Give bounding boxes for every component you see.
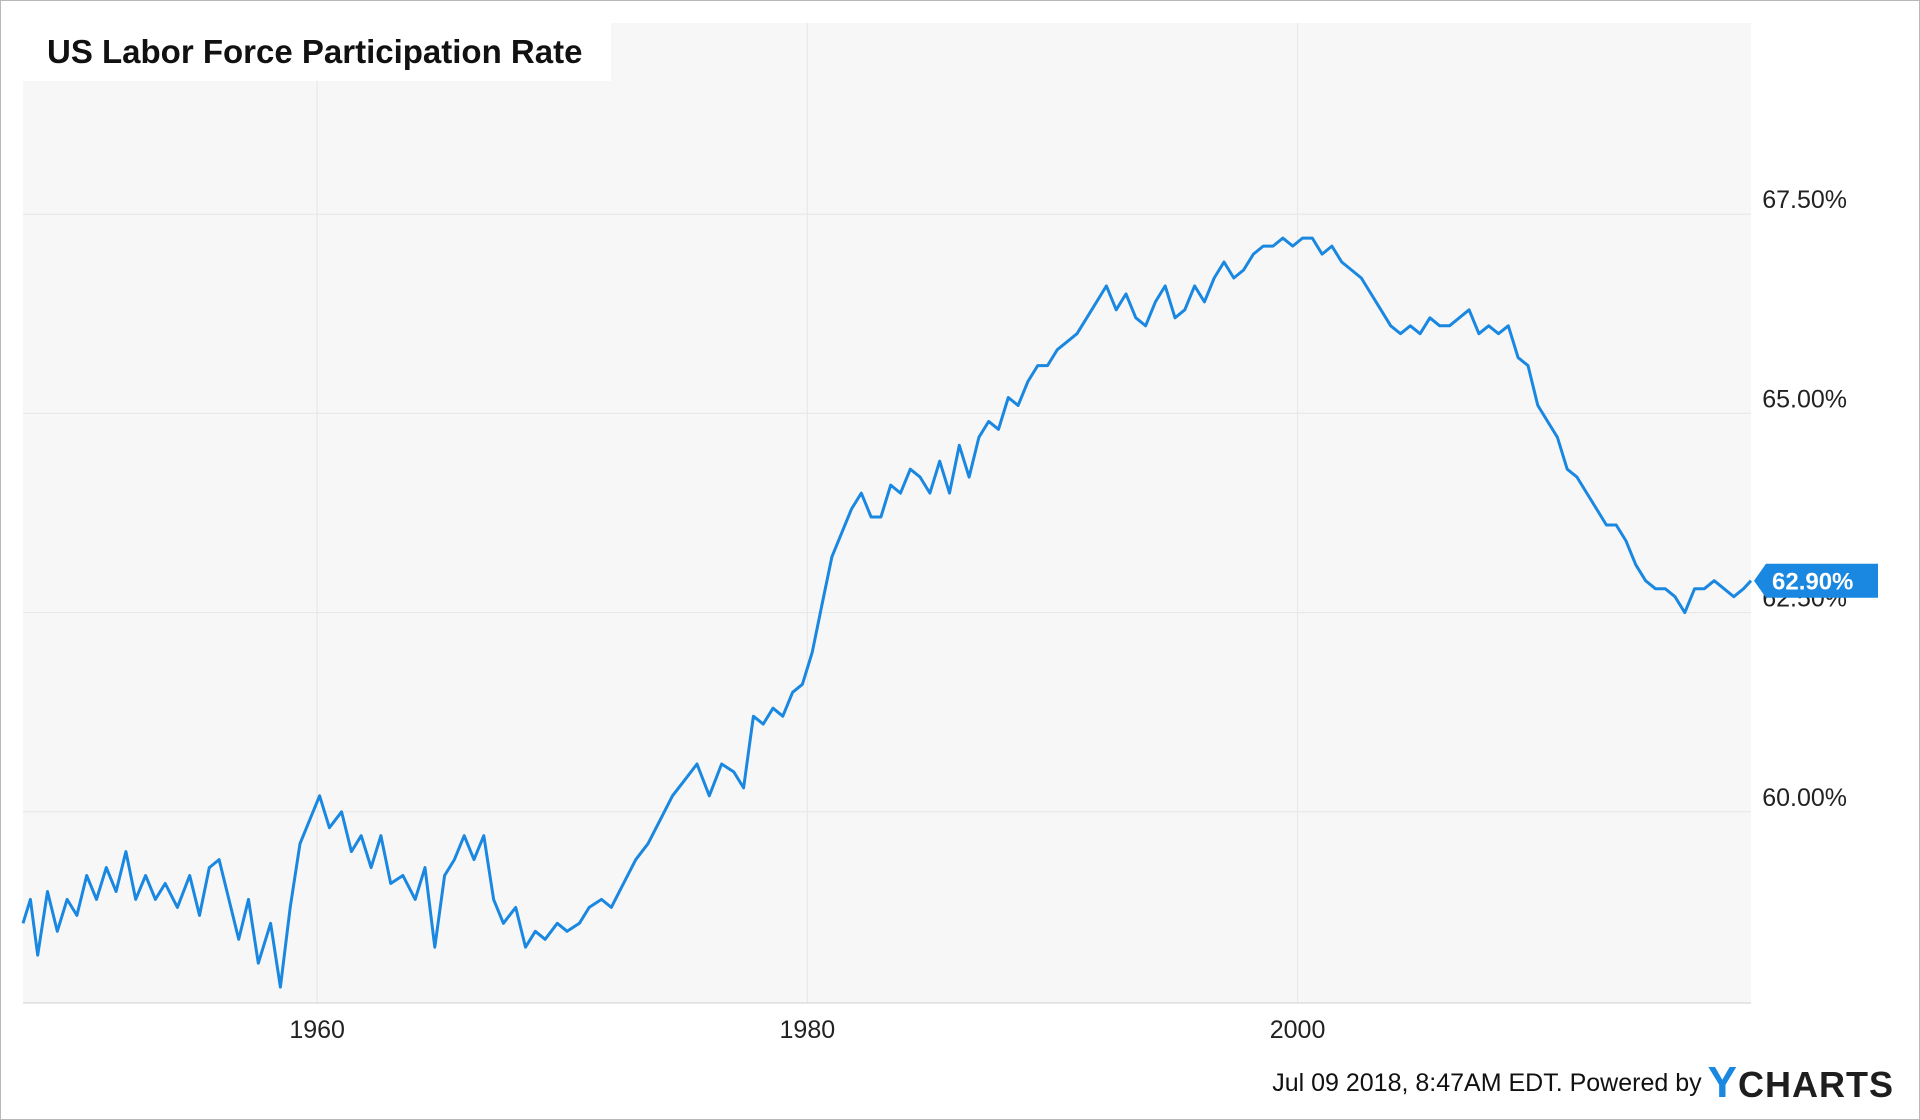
x-gridlines [316, 23, 1299, 1003]
ycharts-logo[interactable]: Y CHARTS [1708, 1058, 1894, 1108]
ycharts-logo-text: CHARTS [1738, 1064, 1894, 1105]
footer-timestamp: Jul 09 2018, 8:47AM EDT. Powered by [1272, 1068, 1702, 1097]
y-tick-label: 67.50% [1762, 186, 1847, 214]
y-tick-label: 60.00% [1762, 784, 1847, 812]
series-line [21, 236, 1753, 989]
last-value-badge-shape [1754, 563, 1878, 598]
footer: Jul 09 2018, 8:47AM EDT. Powered by Y CH… [1272, 1058, 1894, 1108]
plot-area [23, 23, 1751, 1003]
chart-title: US Labor Force Participation Rate [47, 33, 582, 70]
y-gridlines [23, 213, 1751, 813]
y-tick-labels: 60.00%62.50%65.00%67.50% [1762, 186, 1847, 812]
x-tick-label: 1960 [289, 1016, 345, 1044]
x-tick-labels: 1960 1980 2000 [289, 1016, 1325, 1044]
x-tick-label: 1980 [780, 1016, 836, 1044]
last-value-label: 62.90% [1772, 569, 1853, 596]
y-tick-label: 65.00% [1762, 385, 1847, 413]
last-value-badge: 62.90% [1754, 563, 1878, 598]
x-tick-label: 2000 [1270, 1016, 1326, 1044]
ycharts-logo-y: Y [1707, 1058, 1738, 1107]
series-group [21, 236, 1753, 989]
chart-title-box: US Labor Force Participation Rate [23, 23, 611, 81]
